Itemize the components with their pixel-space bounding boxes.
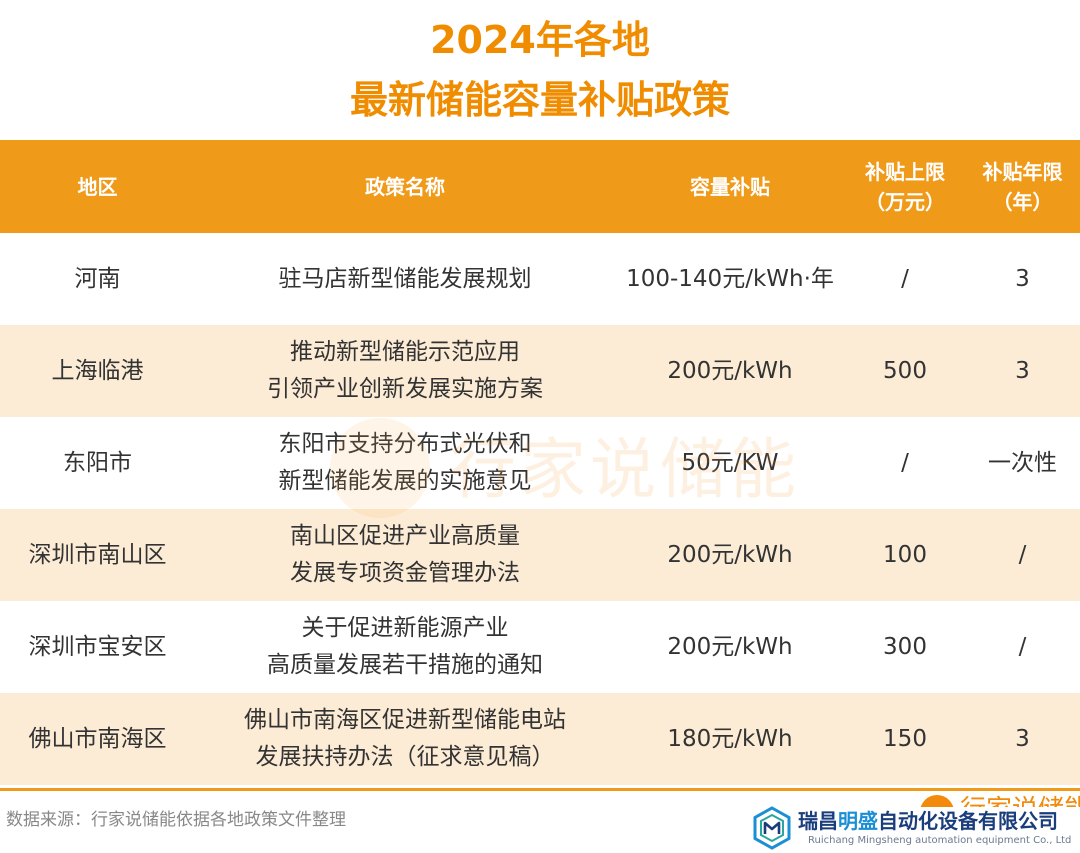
cell-subsidy: 50元/KW [681,449,779,476]
header-policy: 政策名称 [365,174,445,199]
cell-policy-line: 南山区促进产业高质量 [290,523,520,549]
cell-cap: / [901,265,909,292]
cell-years: 3 [1015,265,1030,292]
cell-region: 上海临港 [51,357,144,384]
header-years: 补贴年限 （年） [965,140,1080,233]
cell-region: 佛山市南海区 [28,725,167,752]
cell-policy: 南山区促进产业高质量 发展专项资金管理办法 [195,509,615,601]
company-name-part-2: 自动化设备有限公司 [878,809,1058,833]
cell-region: 深圳市宝安区 [28,633,167,660]
brand-peek-text: 行家说储能 [960,795,1080,807]
cell-policy-line: 佛山市南海区促进新型储能电站 [244,707,566,733]
cell-policy: 关于促进新能源产业 高质量发展若干措施的通知 [195,601,615,693]
table-row: 上海临港 推动新型储能示范应用 引领产业创新发展实施方案 200元/kWh 50… [0,325,1080,417]
cell-years: 3 [1015,725,1030,752]
company-logo-block: 瑞昌明盛自动化设备有限公司 Ruichang Mingsheng automat… [752,806,1080,850]
cell-subsidy: 200元/kWh [667,541,793,568]
cell-years: 3 [1015,357,1030,384]
cell-policy: 驻马店新型储能发展规划 [195,233,615,325]
cell-region: 东阳市 [63,449,132,476]
table-row: 深圳市南山区 南山区促进产业高质量 发展专项资金管理办法 200元/kWh 10… [0,509,1080,601]
cell-policy-line: 引领产业创新发展实施方案 [267,376,543,402]
cell-region: 深圳市南山区 [28,541,167,568]
company-english-name: Ruichang Mingsheng automation equipment … [808,835,1072,846]
cell-subsidy: 200元/kWh [667,357,793,384]
cell-region: 河南 [74,265,121,292]
cell-policy: 推动新型储能示范应用 引领产业创新发展实施方案 [195,325,615,417]
cell-policy-line: 新型储能发展的实施意见 [278,468,532,494]
cell-policy: 佛山市南海区促进新型储能电站 发展扶持办法（征求意见稿） [195,693,615,785]
cell-policy-line: 东阳市支持分布式光伏和 [278,431,532,457]
cell-cap: 100 [883,541,927,568]
header-region: 地区 [77,174,118,199]
header-years-line-1: 补贴年限 [982,159,1063,184]
data-source-note: 数据来源：行家说储能依据各地政策文件整理 [6,810,346,830]
cell-policy-line: 推动新型储能示范应用 [290,339,520,365]
header-cap-line-2: （万元） [865,189,945,214]
table-header: 地区 政策名称 容量补贴 补贴上限 （万元） 补贴年限 （年） [0,140,1080,233]
cell-subsidy: 200元/kWh [667,633,793,660]
page-title: 2024年各地 最新储能容量补贴政策 [0,0,1080,140]
header-subsidy: 容量补贴 [690,174,770,199]
cell-policy-line: 驻马店新型储能发展规划 [278,265,532,292]
table-row: 东阳市 东阳市支持分布式光伏和 新型储能发展的实施意见 50元/KW / 一次性 [0,417,1080,509]
company-name-accent: 明盛 [838,809,878,833]
cell-policy-line: 关于促进新能源产业 [301,615,509,641]
cell-cap: 150 [883,725,927,752]
header-cap-line-1: 补贴上限 [865,159,945,184]
cell-years: 一次性 [988,449,1057,476]
table-row: 佛山市南海区 佛山市南海区促进新型储能电站 发展扶持办法（征求意见稿） 180元… [0,693,1080,785]
cell-cap: 500 [883,357,927,384]
cell-subsidy: 100-140元/kWh·年 [626,265,834,292]
cell-years: / [1018,633,1027,660]
title-line-2: 最新储能容量补贴政策 [349,78,730,122]
company-hexagon-icon [753,806,791,850]
cell-subsidy: 180元/kWh [667,725,793,752]
brand-circle-icon [920,795,954,807]
header-cap: 补贴上限 （万元） [845,140,965,233]
cell-policy-line: 发展专项资金管理办法 [290,560,520,586]
cell-years: / [1018,541,1027,568]
company-name-part-1: 瑞昌 [798,809,838,833]
title-line-1: 2024年各地 [430,18,650,62]
cell-cap: 300 [883,633,927,660]
table-row: 河南 驻马店新型储能发展规划 100-140元/kWh·年 / 3 [0,233,1080,325]
cell-cap: / [901,449,909,476]
cell-policy-line: 高质量发展若干措施的通知 [267,652,543,678]
brand-logo-partial: 行家说储能 [920,793,1080,807]
table-row: 深圳市宝安区 关于促进新能源产业 高质量发展若干措施的通知 200元/kWh 3… [0,601,1080,693]
company-name: 瑞昌明盛自动化设备有限公司 [798,808,1058,834]
header-years-line-2: （年） [992,189,1053,214]
cell-policy-line: 发展扶持办法（征求意见稿） [255,744,555,770]
bottom-divider [0,788,1080,791]
cell-policy: 东阳市支持分布式光伏和 新型储能发展的实施意见 [195,417,615,509]
